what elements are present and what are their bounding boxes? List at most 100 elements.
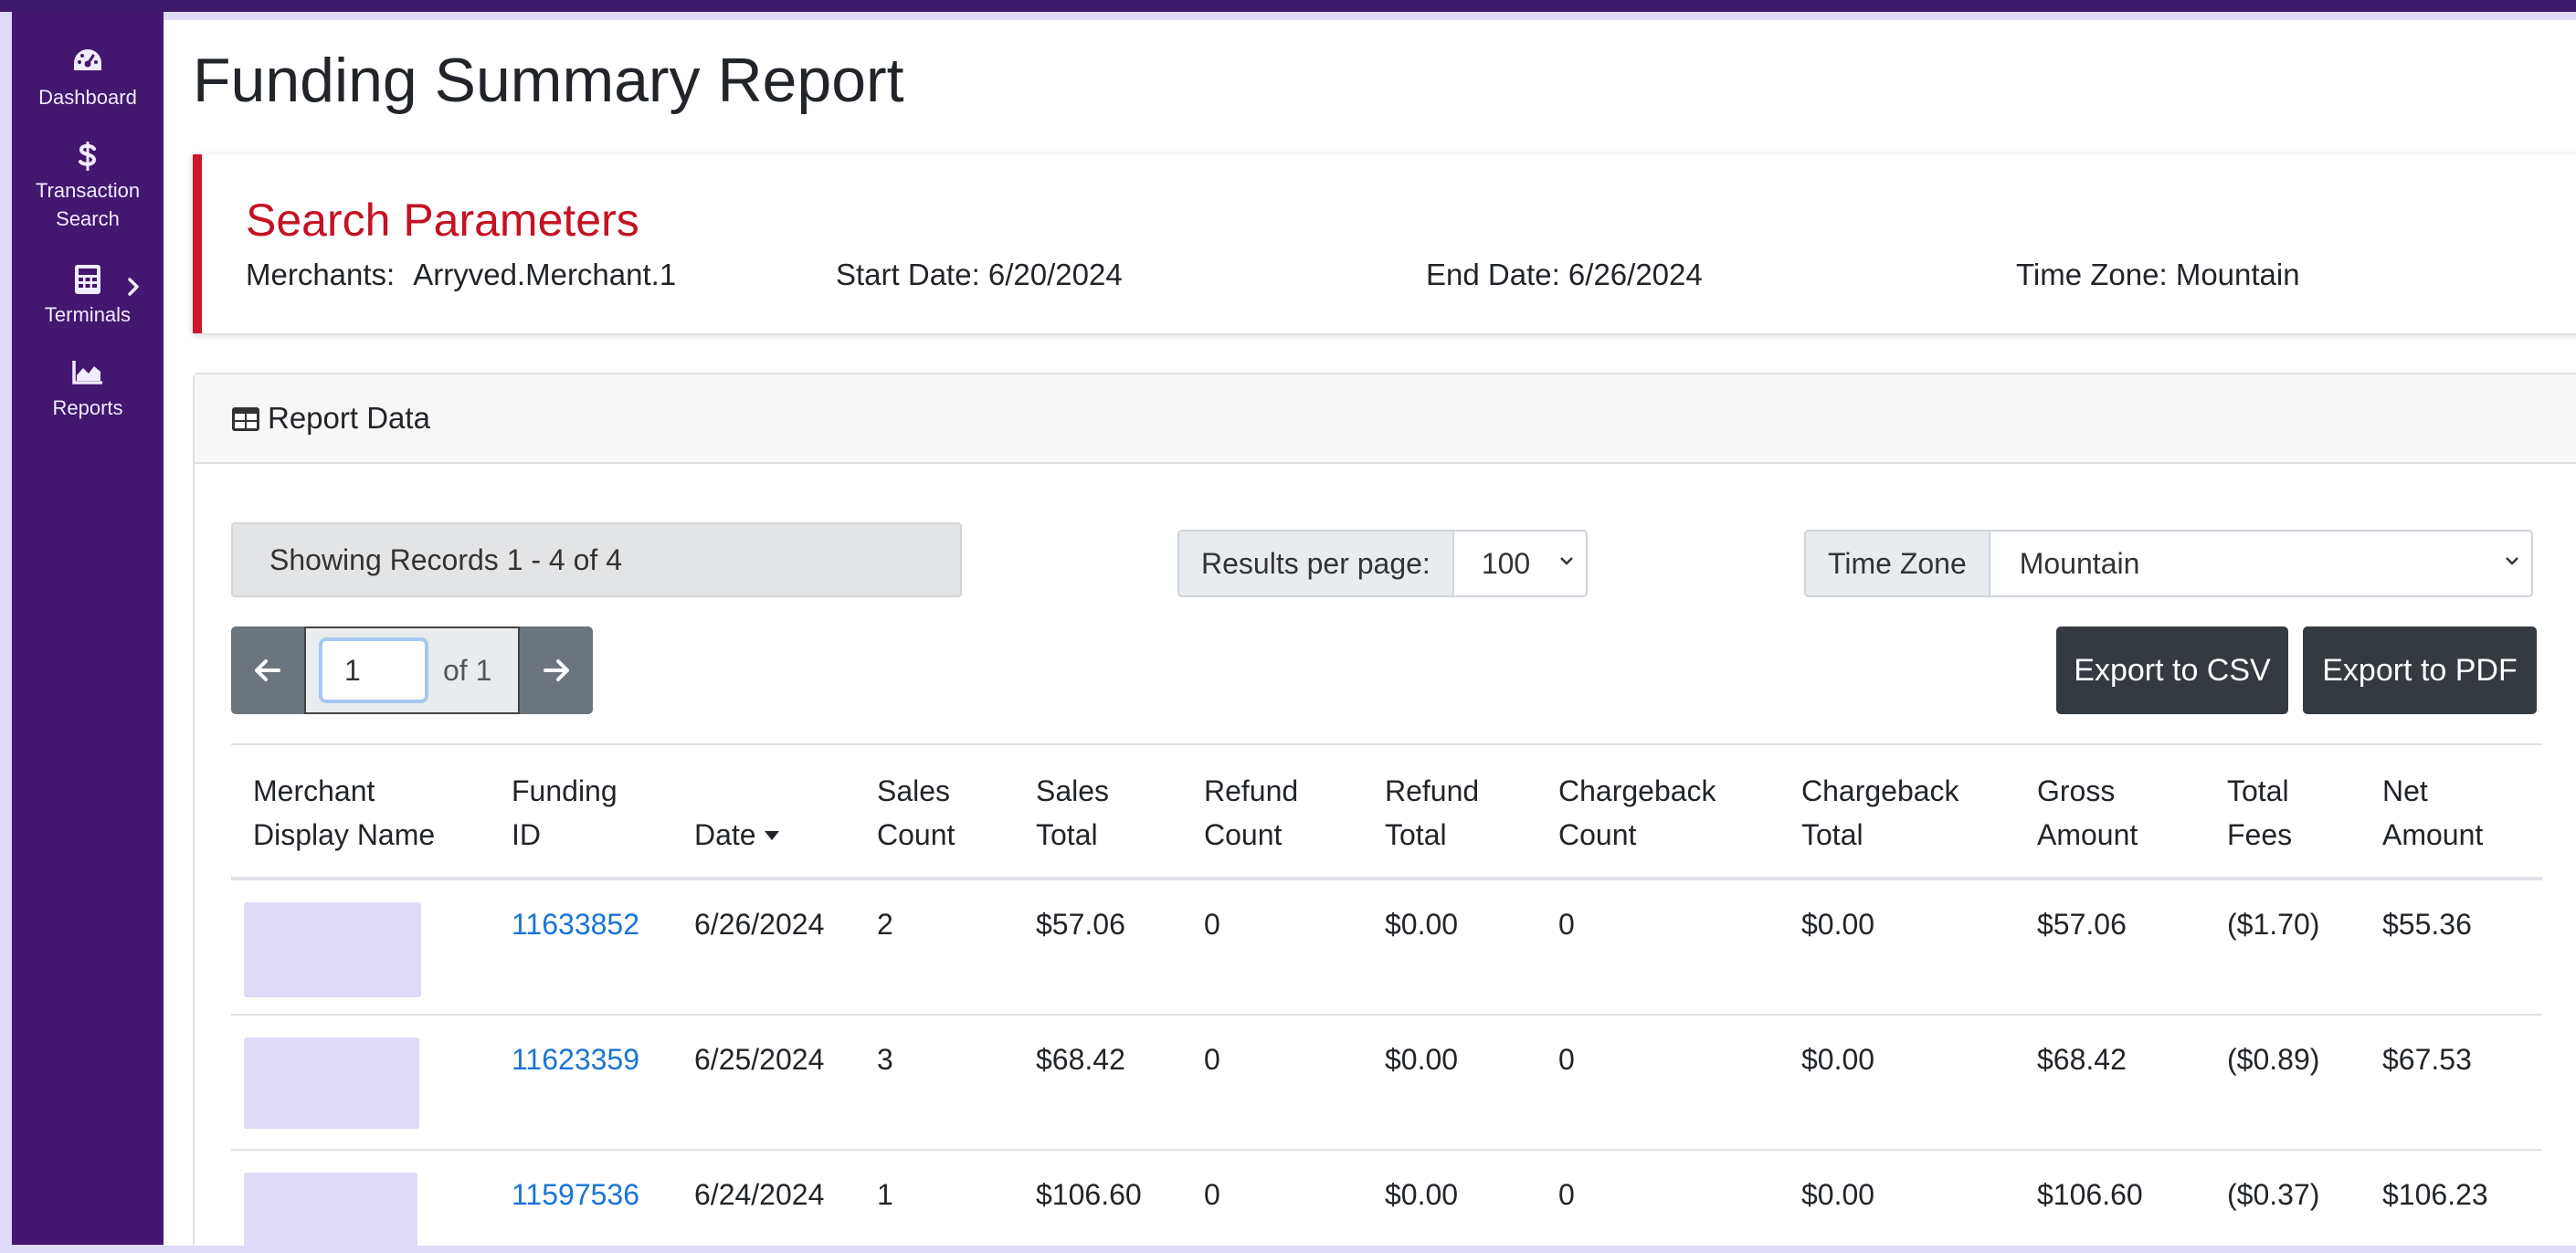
col-header-net-amount[interactable]: Net Amount [2360, 743, 2542, 880]
net-amount-cell: $106.23 [2360, 1150, 2542, 1246]
search-parameters-panel: Search Parameters Merchants: Arryved.Merc… [193, 154, 2576, 333]
sales-count-cell: 1 [855, 1150, 1014, 1246]
area-chart-icon [12, 357, 164, 390]
col-header-sales-total[interactable]: Sales Total [1014, 743, 1182, 880]
net-amount-cell: $67.53 [2360, 1015, 2542, 1151]
col-header-merchant-display-name[interactable]: Merchant Display Name [231, 743, 490, 880]
funding-id-link[interactable]: 11623359 [512, 1043, 639, 1076]
col-header-total-fees[interactable]: Total Fees [2205, 743, 2360, 880]
report-table-container: Merchant Display Name Funding ID Date Sale… [231, 743, 2542, 1246]
results-per-page-select[interactable]: 100 [1453, 530, 1588, 597]
col-header-refund-total[interactable]: Refund Total [1363, 743, 1536, 880]
col-header-chargeback-count[interactable]: Chargeback Count [1536, 743, 1779, 880]
time-zone-select[interactable]: Mountain [1990, 530, 2533, 597]
results-per-page-group: Results per page: 100 [1177, 530, 1588, 597]
col-header-funding-id[interactable]: Funding ID [490, 743, 672, 880]
sort-desc-icon [764, 831, 779, 840]
total-fees-cell: ($1.70) [2205, 879, 2360, 1016]
report-data-header: Report Data [195, 374, 2576, 464]
table-row: 11597536 6/24/2024 1 $106.60 0 $0.00 0 $… [231, 1150, 2542, 1246]
merchant-display-name-cell [231, 879, 490, 1016]
table-icon [232, 407, 259, 431]
refund-count-cell: 0 [1182, 1150, 1363, 1246]
dollar-icon [12, 140, 164, 173]
report-data-card: Report Data Showing Records 1 - 4 of 4 R… [193, 373, 2576, 1246]
arrow-right-icon [544, 659, 569, 681]
redacted-merchant-name [244, 902, 421, 997]
param-time-zone: Time Zone: Mountain [2016, 258, 2300, 291]
chargeback-count-cell: 0 [1536, 1015, 1779, 1151]
merchants-label: Merchants: [246, 258, 396, 291]
chargeback-count-cell: 0 [1536, 879, 1779, 1016]
funding-id-link[interactable]: 11597536 [512, 1178, 639, 1211]
redacted-merchant-name [244, 1173, 417, 1246]
page-number-input[interactable]: 1 [319, 637, 428, 703]
next-page-button[interactable] [520, 626, 593, 714]
sales-total-cell: $57.06 [1014, 879, 1182, 1016]
pagination: 1 of 1 [231, 626, 593, 714]
sidebar-item-transaction-search[interactable]: Transaction Search [12, 140, 164, 233]
sidebar-item-label: Terminals [44, 303, 132, 326]
col-header-refund-count[interactable]: Refund Count [1182, 743, 1363, 880]
sidebar-item-label-line2: Search [56, 207, 120, 230]
col-header-gross-amount[interactable]: Gross Amount [2015, 743, 2205, 880]
sidebar-item-label-line1: Transaction [35, 179, 141, 202]
col-header-date[interactable]: Date [672, 743, 855, 880]
calculator-icon [12, 264, 164, 297]
param-merchants: Merchants: Arryved.Merchant.1 [246, 257, 676, 293]
funding-id-cell: 11623359 [490, 1015, 672, 1151]
sales-count-cell: 3 [855, 1015, 1014, 1151]
funding-id-link[interactable]: 11633852 [512, 908, 639, 941]
dashboard-gauge-icon [12, 47, 164, 79]
chevron-down-icon [1559, 557, 1573, 565]
param-start-date: Start Date: 6/20/2024 [836, 258, 1123, 291]
table-header-row: Merchant Display Name Funding ID Date Sale… [231, 743, 2542, 880]
gross-amount-cell: $68.42 [2015, 1015, 2205, 1151]
sales-total-cell: $106.60 [1014, 1150, 1182, 1246]
arrow-left-icon [255, 659, 280, 681]
refund-count-cell: 0 [1182, 1015, 1363, 1151]
search-parameters-title: Search Parameters [246, 195, 639, 246]
time-zone-value: Mountain [2019, 547, 2140, 580]
table-row: 11633852 6/26/2024 2 $57.06 0 $0.00 0 $0… [231, 879, 2542, 1016]
col-header-sales-count[interactable]: Sales Count [855, 743, 1014, 880]
time-zone-group: Time Zone Mountain [1804, 530, 2533, 597]
refund-total-cell: $0.00 [1363, 1015, 1536, 1151]
previous-page-button[interactable] [231, 626, 304, 714]
redacted-merchant-name [244, 1037, 419, 1129]
col-header-chargeback-total[interactable]: Chargeback Total [1779, 743, 2015, 880]
export-csv-button[interactable]: Export to CSV [2056, 626, 2288, 714]
chargeback-total-cell: $0.00 [1779, 1150, 2015, 1246]
merchant-display-name-cell [231, 1150, 490, 1246]
funding-id-cell: 11633852 [490, 879, 672, 1016]
date-cell: 6/25/2024 [672, 1015, 855, 1151]
sales-count-cell: 2 [855, 879, 1014, 1016]
main-content: Funding Summary Report Search Parameters… [164, 20, 2576, 1246]
param-end-date: End Date: 6/26/2024 [1426, 258, 1703, 291]
refund-total-cell: $0.00 [1363, 1150, 1536, 1246]
results-per-page-label: Results per page: [1177, 530, 1454, 597]
date-cell: 6/26/2024 [672, 879, 855, 1016]
page-indicator: 1 of 1 [304, 626, 520, 714]
sidebar-item-dashboard[interactable]: Dashboard [12, 47, 164, 111]
report-table: Merchant Display Name Funding ID Date Sale… [231, 743, 2542, 1246]
sidebar: Dashboard Transaction Search [12, 12, 164, 1245]
merchant-display-name-cell [231, 1015, 490, 1151]
refund-total-cell: $0.00 [1363, 879, 1536, 1016]
gross-amount-cell: $57.06 [2015, 879, 2205, 1016]
sidebar-item-label: Reports [52, 396, 123, 419]
sidebar-item-reports[interactable]: Reports [12, 357, 164, 422]
sidebar-item-terminals[interactable]: Terminals [12, 264, 164, 329]
chevron-right-icon[interactable] [127, 277, 140, 297]
sales-total-cell: $68.42 [1014, 1015, 1182, 1151]
merchants-value: Arryved.Merchant.1 [413, 258, 677, 291]
total-fees-cell: ($0.37) [2205, 1150, 2360, 1246]
date-cell: 6/24/2024 [672, 1150, 855, 1246]
time-zone-label: Time Zone [1804, 530, 1990, 597]
chevron-down-icon [2505, 557, 2518, 565]
export-pdf-button[interactable]: Export to PDF [2303, 626, 2537, 714]
results-per-page-value: 100 [1481, 547, 1531, 580]
gross-amount-cell: $106.60 [2015, 1150, 2205, 1246]
page-title: Funding Summary Report [193, 46, 904, 115]
showing-records: Showing Records 1 - 4 of 4 [231, 522, 962, 597]
